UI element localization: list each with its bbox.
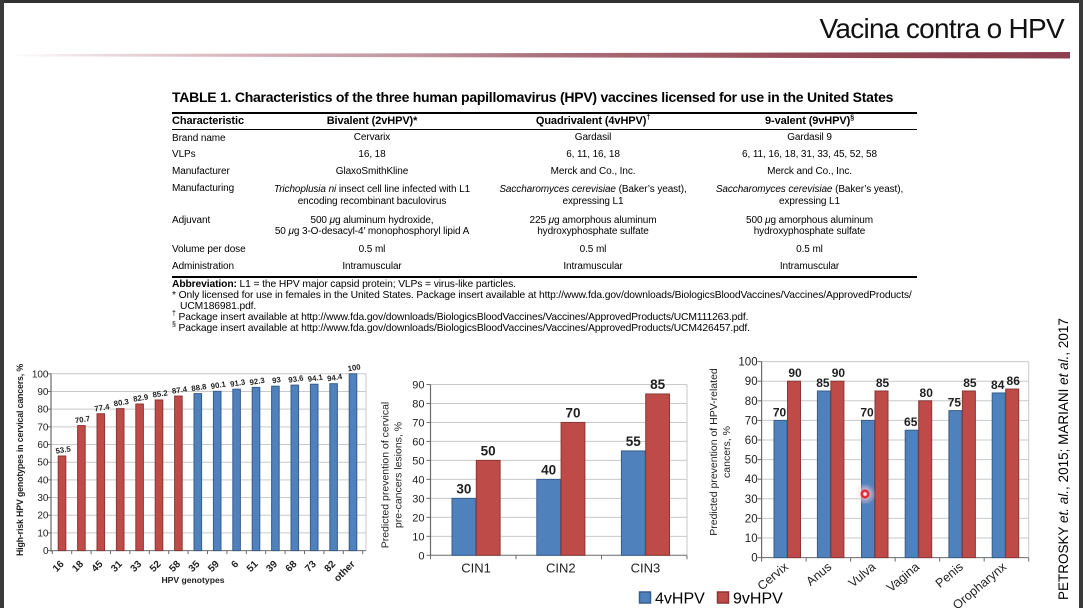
svg-text:60: 60 <box>37 440 49 451</box>
svg-text:52: 52 <box>148 559 164 575</box>
svg-text:Predicted prevention of HPV-re: Predicted prevention of HPV-related <box>708 368 720 536</box>
svg-text:70: 70 <box>745 415 758 427</box>
svg-text:90: 90 <box>832 366 846 380</box>
svg-text:40: 40 <box>745 474 758 486</box>
svg-text:60: 60 <box>412 436 424 448</box>
svg-text:70.7: 70.7 <box>74 414 90 425</box>
svg-text:73: 73 <box>303 559 319 575</box>
svg-text:51: 51 <box>245 559 261 575</box>
svg-text:0: 0 <box>418 550 424 562</box>
svg-text:55: 55 <box>626 434 642 449</box>
svg-text:HPV genotypes: HPV genotypes <box>161 575 224 585</box>
svg-text:Vulva: Vulva <box>846 560 879 591</box>
svg-text:0: 0 <box>43 546 49 557</box>
svg-text:70: 70 <box>860 405 874 419</box>
svg-text:80: 80 <box>745 396 758 408</box>
svg-text:Anus: Anus <box>803 560 834 589</box>
svg-text:Cervix: Cervix <box>755 559 792 593</box>
svg-text:68: 68 <box>284 559 300 575</box>
svg-text:Predicted prevention of cervic: Predicted prevention of cervical <box>380 402 392 549</box>
svg-text:30: 30 <box>37 493 49 504</box>
svg-text:18: 18 <box>70 559 86 575</box>
svg-text:30: 30 <box>456 481 471 496</box>
svg-text:85.2: 85.2 <box>152 388 169 399</box>
svg-text:70: 70 <box>565 405 580 420</box>
svg-text:90: 90 <box>745 376 758 388</box>
svg-text:85: 85 <box>876 376 890 390</box>
svg-text:85: 85 <box>963 376 977 390</box>
svg-text:100: 100 <box>347 362 362 373</box>
svg-text:30: 30 <box>745 494 758 506</box>
svg-text:86: 86 <box>1007 374 1021 388</box>
svg-text:33: 33 <box>129 559 145 575</box>
svg-text:39: 39 <box>264 559 280 575</box>
svg-text:40: 40 <box>37 475 49 486</box>
svg-text:10: 10 <box>412 531 424 543</box>
svg-text:0: 0 <box>751 553 757 565</box>
svg-text:90: 90 <box>412 379 424 391</box>
svg-text:CIN1: CIN1 <box>461 560 491 575</box>
svg-text:Penis: Penis <box>933 560 966 591</box>
svg-text:50: 50 <box>37 458 49 469</box>
svg-text:CIN3: CIN3 <box>631 560 661 575</box>
svg-text:94.1: 94.1 <box>307 373 324 384</box>
svg-text:88.8: 88.8 <box>191 382 208 393</box>
svg-text:30: 30 <box>412 493 424 505</box>
svg-text:9vHPV: 9vHPV <box>733 591 783 608</box>
svg-text:58: 58 <box>167 559 183 575</box>
svg-text:20: 20 <box>745 513 758 525</box>
svg-text:92.3: 92.3 <box>249 376 266 387</box>
svg-text:20: 20 <box>37 511 49 522</box>
svg-text:20: 20 <box>412 512 424 524</box>
svg-text:40: 40 <box>541 462 556 477</box>
svg-text:CIN2: CIN2 <box>546 560 576 575</box>
svg-text:70: 70 <box>773 405 787 419</box>
svg-text:6: 6 <box>230 559 242 571</box>
svg-text:91.3: 91.3 <box>230 377 247 388</box>
svg-text:82.9: 82.9 <box>133 392 150 403</box>
svg-text:other: other <box>332 559 358 585</box>
svg-text:87.4: 87.4 <box>171 384 188 395</box>
svg-text:pre-cancers lesions, %: pre-cancers lesions, % <box>393 422 405 528</box>
svg-text:80: 80 <box>412 398 424 410</box>
svg-text:93: 93 <box>272 375 283 385</box>
svg-text:100: 100 <box>32 369 49 380</box>
svg-text:84: 84 <box>991 378 1005 392</box>
svg-text:85: 85 <box>650 377 666 392</box>
svg-text:70: 70 <box>412 417 424 429</box>
svg-text:16: 16 <box>51 559 67 575</box>
svg-text:4vHPV: 4vHPV <box>655 591 705 608</box>
svg-text:50: 50 <box>481 443 496 458</box>
svg-text:60: 60 <box>745 435 758 447</box>
svg-text:50: 50 <box>412 455 424 467</box>
svg-text:53.5: 53.5 <box>55 444 72 455</box>
svg-text:cancers, %: cancers, % <box>721 426 733 478</box>
svg-text:10: 10 <box>745 533 758 545</box>
svg-text:40: 40 <box>412 474 424 486</box>
svg-text:10: 10 <box>37 528 49 539</box>
svg-text:65: 65 <box>904 415 918 429</box>
svg-text:59: 59 <box>206 559 222 575</box>
svg-text:90: 90 <box>788 366 802 380</box>
svg-text:94.4: 94.4 <box>327 372 344 383</box>
svg-text:100: 100 <box>738 357 757 369</box>
svg-text:93.6: 93.6 <box>288 373 305 384</box>
svg-text:31: 31 <box>109 559 125 575</box>
svg-text:35: 35 <box>187 559 203 575</box>
svg-text:45: 45 <box>90 559 106 575</box>
svg-text:90.1: 90.1 <box>210 380 227 391</box>
svg-text:50: 50 <box>745 455 758 467</box>
svg-text:70: 70 <box>37 422 49 433</box>
svg-text:85: 85 <box>816 376 830 390</box>
svg-text:90: 90 <box>37 387 49 398</box>
svg-text:77.4: 77.4 <box>94 402 111 413</box>
svg-text:80.3: 80.3 <box>113 397 130 408</box>
svg-text:80: 80 <box>37 405 49 416</box>
svg-text:High-risk HPV genotypes in cer: High-risk HPV genotypes in cervical canc… <box>15 364 25 556</box>
svg-text:80: 80 <box>920 386 934 400</box>
svg-text:Vagina: Vagina <box>884 560 922 595</box>
svg-text:75: 75 <box>948 396 962 410</box>
